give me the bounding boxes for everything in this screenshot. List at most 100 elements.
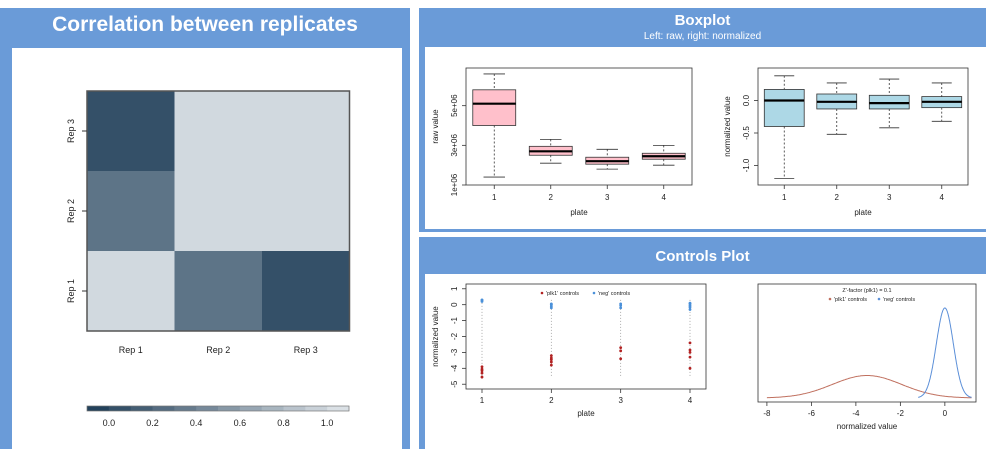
- heatmap-cell: [262, 91, 350, 171]
- normalized-boxplot-y-tick-label: 0.0: [742, 94, 751, 106]
- colorbar-tick-label: 1.0: [321, 418, 334, 428]
- heatmap-x-tick-label: Rep 2: [206, 345, 230, 355]
- controls-scatter-y-tick-label: -4: [450, 364, 459, 372]
- controls-scatter-y-tick-label: 1: [450, 286, 459, 291]
- controls-density-x-tick-label: -8: [763, 409, 771, 418]
- colorbar-tick-label: 0.0: [103, 418, 116, 428]
- heatmap-cell: [87, 251, 175, 331]
- controls-scatter-x-tick-label: 3: [618, 396, 623, 405]
- colorbar-segment: [108, 406, 132, 411]
- controls-scatter-x-axis-label: plate: [577, 409, 595, 418]
- controls-scatter-point: [619, 357, 623, 361]
- controls-scatter-point: [549, 363, 553, 367]
- colorbar-segment: [87, 406, 110, 411]
- controls-density-curve: [766, 375, 972, 399]
- controls-density-legend-marker: [877, 297, 881, 301]
- controls-panel-body: 1 2 3 4 1 0 -1 -2 -3 -4 -5 'plk1' controls 'neg' con…: [425, 274, 986, 449]
- colorbar-segment: [174, 406, 197, 411]
- heatmap-cell: [87, 91, 175, 171]
- heatmap-cell: [262, 171, 350, 251]
- normalized-boxplot-x-tick-label: 3: [887, 193, 892, 202]
- controls-scatter-x-tick-label: 2: [549, 396, 554, 405]
- controls-density-x-tick-label: -2: [897, 409, 905, 418]
- normalized-boxplot-x-tick-label: 4: [940, 193, 945, 202]
- controls-scatter-point: [619, 302, 623, 306]
- correlation-heatmap: Rep 1 Rep 2 Rep 3 Rep 1 Rep 2 Rep 3 0.0 0.2 0.4 0…: [66, 90, 351, 428]
- heatmap-y-tick-label: Rep 3: [66, 119, 76, 143]
- heatmap-x-tick-label: Rep 3: [294, 345, 318, 355]
- controls-density-x-tick-label: -4: [852, 409, 860, 418]
- colorbar-segment: [152, 406, 175, 411]
- heatmap-cell: [262, 251, 350, 331]
- controls-density-legend-marker: [828, 297, 832, 301]
- controls-scatter-legend-marker: [592, 291, 596, 295]
- raw-boxplot-x-tick-label: 1: [492, 193, 497, 202]
- controls-density-x-tick-label: 0: [943, 409, 948, 418]
- boxplot-panel: Boxplot Left: raw, right: normalized 1 2 3…: [419, 8, 986, 232]
- heatmap-x-tick-label: Rep 1: [119, 345, 143, 355]
- colorbar-tick-label: 0.2: [146, 418, 159, 428]
- controls-density-legend-label: 'neg' controls: [883, 297, 915, 303]
- colorbar-tick-label: 0.6: [234, 418, 247, 428]
- raw-boxplot-y-axis-label: raw value: [431, 109, 440, 144]
- controls-scatter-point: [688, 351, 692, 354]
- controls-scatter-point: [688, 366, 692, 370]
- controls-density-frame: [757, 283, 977, 403]
- colorbar-segment: [283, 406, 306, 411]
- controls-scatter-x-tick-label: 1: [480, 396, 485, 405]
- controls-scatter-point: [688, 341, 692, 345]
- controls-panel: Controls Plot 1 2 3 4 1 0 -1 -2 -3 -4 -5 'plk1' con…: [419, 237, 986, 449]
- normalized-boxplot-box: [763, 89, 805, 127]
- heatmap-cell: [174, 91, 262, 171]
- controls-scatter-legend-marker: [540, 291, 544, 295]
- controls-scatter-point: [480, 369, 484, 373]
- normalized-boxplot-y-tick-label: -0.5: [742, 126, 751, 140]
- controls-density-title: Z'-factor (plk1) = 0.1: [842, 288, 891, 294]
- controls-scatter-y-tick-label: -3: [450, 348, 459, 356]
- controls-density-x-tick-label: -6: [808, 409, 816, 418]
- colorbar-tick-label: 0.4: [190, 418, 203, 428]
- controls-scatter-point: [480, 371, 484, 375]
- colorbar-segment: [327, 406, 350, 411]
- normalized-boxplot-frame: [757, 67, 969, 186]
- raw-boxplot-x-tick-label: 2: [549, 193, 554, 202]
- controls-scatter-point: [549, 358, 553, 361]
- controls-scatter-point: [549, 360, 553, 364]
- controls-scatter-y-tick-label: -5: [450, 380, 459, 388]
- normalized-boxplot-x-axis-label: plate: [854, 208, 872, 217]
- controls-scatter-point: [619, 346, 623, 350]
- heatmap-y-tick-label: Rep 1: [66, 279, 76, 303]
- heatmap-y-tick-label: Rep 2: [66, 199, 76, 223]
- colorbar-frame: [86, 405, 350, 412]
- colorbar-segment: [305, 406, 328, 411]
- controls-scatter-point: [688, 348, 692, 352]
- colorbar-segment: [218, 406, 241, 411]
- raw-boxplot-x-tick-label: 3: [605, 193, 610, 202]
- boxplot-charts: 1 2 3 4 1e+06 3e+06 5e+06 plate raw value 1 2 3 4 0.0…: [431, 67, 969, 217]
- normalized-boxplot-y-axis-label: normalized value: [723, 96, 732, 157]
- raw-boxplot-y-tick-label: 3e+06: [450, 134, 459, 157]
- heatmap-cell: [174, 251, 262, 331]
- colorbar-segment: [130, 406, 153, 411]
- controls-panel-title: Controls Plot: [655, 248, 750, 265]
- boxplot-panel-subtitle: Left: raw, right: normalized: [643, 31, 762, 42]
- controls-scatter-point: [480, 375, 484, 379]
- raw-boxplot-box: [472, 89, 517, 126]
- controls-scatter-point: [619, 349, 623, 353]
- controls-scatter-point: [480, 365, 484, 369]
- controls-scatter-point: [549, 302, 553, 306]
- controls-scatter-frame: [465, 283, 707, 390]
- heatmap-cell: [87, 171, 175, 251]
- controls-scatter-point: [480, 298, 484, 302]
- raw-boxplot-y-tick-label: 1e+06: [450, 173, 459, 196]
- raw-boxplot-x-axis-label: plate: [570, 208, 588, 217]
- controls-scatter-y-tick-label: -1: [450, 316, 459, 324]
- raw-boxplot-y-tick-label: 5e+06: [450, 94, 459, 117]
- normalized-boxplot-x-tick-label: 2: [835, 193, 840, 202]
- controls-scatter-point: [688, 355, 692, 359]
- controls-density-legend-label: 'plk1' controls: [834, 297, 867, 303]
- correlation-panel-body: Rep 1 Rep 2 Rep 3 Rep 1 Rep 2 Rep 3 0.0 0.2 0.4 0…: [12, 48, 402, 449]
- raw-boxplot-frame: [465, 67, 693, 186]
- controls-scatter-point: [619, 306, 623, 310]
- controls-scatter-x-tick-label: 4: [688, 396, 693, 405]
